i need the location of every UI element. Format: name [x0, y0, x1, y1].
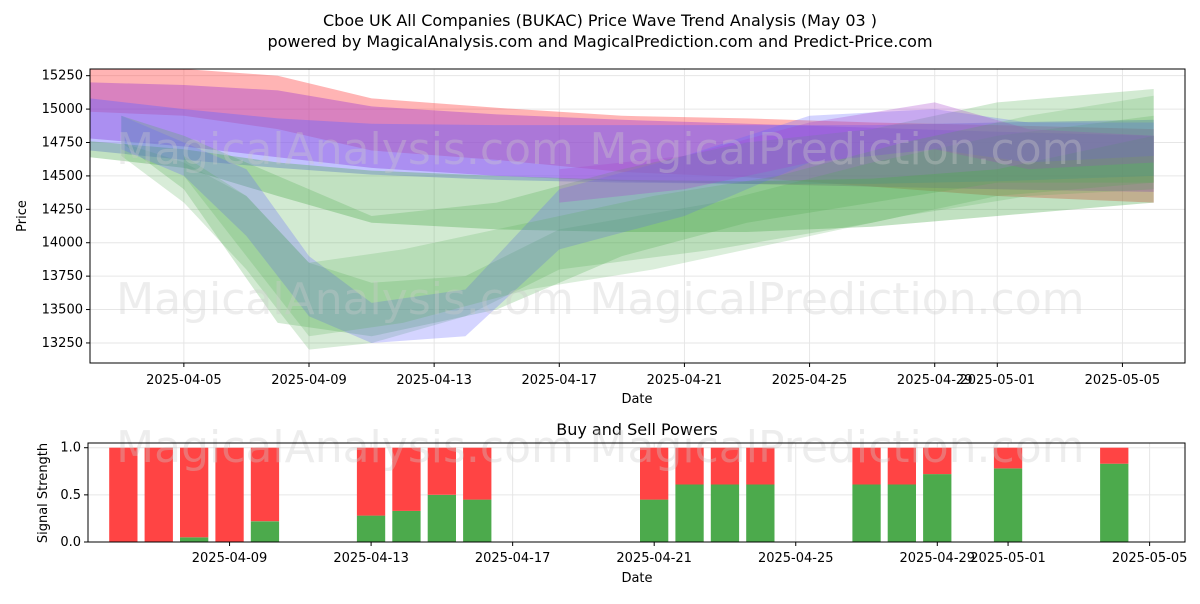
power-plot-frame [87, 442, 1186, 543]
watermark-prediction-main: MagicalPrediction.com [590, 124, 1085, 175]
price-band-blue-6 [121, 109, 1154, 343]
watermark-prediction-main-2: MagicalPrediction.com [590, 274, 1085, 325]
sell-power-bar [887, 447, 916, 485]
power-y-tick-label: 0.5 [60, 488, 81, 503]
buy-power-bar [887, 484, 916, 542]
buy-power-bar [923, 474, 952, 542]
chart-title: Cboe UK All Companies (BUKAC) Price Wave… [323, 11, 877, 30]
sell-power-bar [852, 447, 881, 485]
sell-power-bar [109, 447, 138, 542]
buy-power-bar [1100, 463, 1129, 542]
sell-power-bar [710, 447, 740, 485]
watermark-analysis-power: MagicalAnalysis.com [116, 422, 574, 473]
buy-power-bar [463, 499, 492, 542]
sell-power-bar [144, 447, 173, 542]
main-y-tick-label: 14250 [42, 202, 83, 217]
power-x-axis-label: Date [621, 571, 652, 586]
main-y-tick-label: 14000 [42, 236, 83, 251]
main-x-tick-label: 2025-05-01 [960, 373, 1036, 388]
price-band-green-5 [121, 115, 1154, 350]
main-x-tick-label: 2025-04-29 [897, 373, 973, 388]
main-y-tick-label: 14500 [42, 169, 83, 184]
buy-power-bar [640, 499, 669, 542]
price-band-purple-1 [90, 82, 1154, 192]
main-y-axis-label: Price [15, 200, 30, 232]
sell-power-bar [250, 447, 280, 522]
power-x-tick-label: 2025-05-05 [1112, 551, 1188, 566]
main-grid [90, 69, 1185, 363]
main-y-tick-label: 13250 [42, 336, 83, 351]
price-wave-plot: MagicalAnalysis.com MagicalPrediction.co… [15, 68, 1186, 407]
main-x-tick-label: 2025-04-05 [146, 373, 222, 388]
buy-power-bar [356, 515, 386, 542]
main-x-ticks: 2025-04-05 2025-04-09 2025-04-13 2025-04-17… [146, 363, 1160, 388]
sell-power-bar [427, 447, 456, 495]
power-y-axis-label: Signal Strength [36, 443, 51, 543]
watermark-analysis-main-2: MagicalAnalysis.com [116, 274, 574, 325]
main-x-tick-label: 2025-04-09 [271, 373, 347, 388]
sell-power-bar [215, 447, 244, 542]
buy-power-bar [180, 537, 209, 542]
watermark-prediction-power: MagicalPrediction.com [590, 422, 1085, 473]
sell-power-bar [675, 447, 704, 485]
price-band-purple-7 [559, 102, 1154, 203]
price-band-red-0 [90, 69, 1154, 203]
price-band-green-8 [183, 95, 1154, 337]
sell-power-bar [1100, 447, 1129, 464]
main-y-tick-label: 13750 [42, 269, 83, 284]
power-x-tick-label: 2025-04-09 [192, 551, 268, 566]
power-x-tick-label: 2025-04-13 [333, 551, 409, 566]
buy-power-bar [710, 484, 740, 542]
power-chart-title: Buy and Sell Powers [556, 420, 718, 439]
chart-subtitle: powered by MagicalAnalysis.com and Magic… [267, 32, 932, 51]
watermark-analysis-main: MagicalAnalysis.com [116, 124, 574, 175]
sell-power-bar [180, 447, 209, 538]
price-band-blue-2 [90, 98, 1154, 184]
buy-power-bar [746, 484, 775, 542]
power-x-tick-label: 2025-04-17 [475, 551, 551, 566]
sell-power-bar [463, 447, 492, 500]
main-y-tick-label: 15000 [42, 102, 83, 117]
power-y-tick-label: 1.0 [60, 441, 81, 456]
main-x-tick-label: 2025-04-13 [396, 373, 472, 388]
power-x-tick-label: 2025-05-01 [970, 551, 1046, 566]
sell-power-bar [993, 447, 1023, 469]
main-y-tick-label: 15250 [42, 69, 83, 84]
sell-power-bar [746, 447, 775, 485]
power-y-ticks: 0.0 0.5 1.0 [60, 441, 88, 550]
power-x-tick-label: 2025-04-29 [900, 551, 976, 566]
buy-power-bar [993, 468, 1023, 542]
buy-power-bar [250, 521, 280, 542]
power-x-tick-label: 2025-04-25 [758, 551, 834, 566]
buy-power-bar [392, 510, 421, 542]
price-band-green-3 [90, 135, 1154, 232]
buy-power-bar [675, 484, 704, 542]
power-x-ticks: 2025-04-09 2025-04-13 2025-04-17 2025-04-21… [192, 542, 1188, 566]
price-bands [90, 69, 1154, 350]
sell-power-bar [392, 447, 421, 511]
power-y-tick-label: 0.0 [60, 535, 81, 550]
main-y-ticks: 13250 13500 13750 14000 14250 14500 14750 15000… [42, 69, 90, 351]
main-x-tick-label: 2025-04-17 [522, 373, 598, 388]
power-x-tick-label: 2025-04-21 [616, 551, 692, 566]
sell-power-bar [356, 447, 386, 516]
main-x-tick-label: 2025-05-05 [1085, 373, 1161, 388]
main-x-tick-label: 2025-04-25 [772, 373, 848, 388]
price-band-green-4 [121, 89, 1154, 337]
main-plot-frame [89, 68, 1186, 364]
buy-sell-power-plot: Buy and Sell Powers MagicalAnalysis.com … [36, 420, 1187, 586]
buy-power-bar [852, 484, 881, 542]
main-y-tick-label: 13500 [42, 303, 83, 318]
power-bars [109, 447, 1129, 542]
sell-power-bar [923, 447, 952, 475]
buy-power-bar [427, 494, 456, 542]
main-x-axis-label: Date [621, 392, 652, 407]
main-x-tick-label: 2025-04-21 [647, 373, 723, 388]
sell-power-bar [640, 447, 669, 500]
main-y-tick-label: 14750 [42, 136, 83, 151]
